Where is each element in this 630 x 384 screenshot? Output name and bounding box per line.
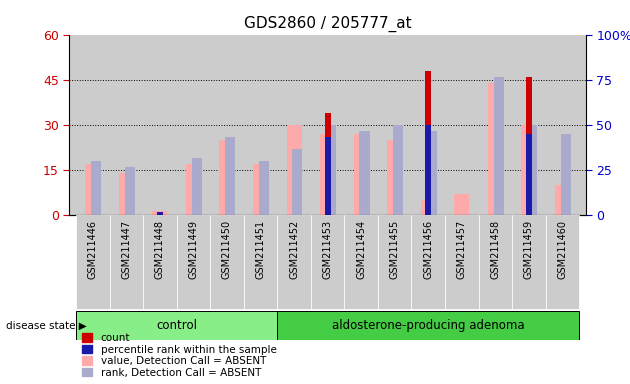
Bar bbox=[425, 71, 432, 215]
FancyBboxPatch shape bbox=[479, 215, 512, 309]
Text: GSM211446: GSM211446 bbox=[88, 220, 98, 279]
Bar bbox=[157, 212, 163, 215]
FancyBboxPatch shape bbox=[76, 311, 277, 340]
Text: GSM211447: GSM211447 bbox=[122, 220, 131, 279]
Bar bbox=[324, 137, 331, 215]
Title: GDS2860 / 205777_at: GDS2860 / 205777_at bbox=[244, 16, 411, 32]
FancyBboxPatch shape bbox=[210, 215, 244, 309]
Text: GSM211457: GSM211457 bbox=[457, 220, 467, 279]
Bar bbox=[454, 194, 469, 215]
Bar bbox=[219, 140, 234, 215]
Bar bbox=[259, 161, 269, 215]
FancyBboxPatch shape bbox=[277, 311, 579, 340]
Bar bbox=[119, 173, 134, 215]
Bar bbox=[555, 185, 570, 215]
Bar bbox=[522, 125, 536, 215]
Text: GSM211453: GSM211453 bbox=[323, 220, 333, 279]
Bar bbox=[526, 77, 532, 215]
Bar bbox=[320, 134, 335, 215]
Bar bbox=[488, 83, 503, 215]
Bar bbox=[125, 167, 135, 215]
Text: GSM211450: GSM211450 bbox=[222, 220, 232, 279]
Bar bbox=[360, 131, 370, 215]
Text: GSM211459: GSM211459 bbox=[524, 220, 534, 279]
Bar bbox=[425, 125, 432, 215]
FancyBboxPatch shape bbox=[345, 215, 378, 309]
Text: disease state ▶: disease state ▶ bbox=[6, 320, 87, 331]
Bar bbox=[427, 131, 437, 215]
Text: GSM211460: GSM211460 bbox=[558, 220, 568, 279]
Text: GSM211454: GSM211454 bbox=[356, 220, 366, 279]
Text: GSM211448: GSM211448 bbox=[155, 220, 165, 279]
Bar bbox=[226, 137, 236, 215]
Text: control: control bbox=[156, 319, 197, 332]
Text: GSM211452: GSM211452 bbox=[289, 220, 299, 279]
Bar bbox=[253, 164, 268, 215]
Bar bbox=[186, 164, 201, 215]
FancyBboxPatch shape bbox=[110, 215, 143, 309]
Bar bbox=[324, 113, 331, 215]
Bar bbox=[326, 125, 336, 215]
Bar bbox=[287, 125, 302, 215]
FancyBboxPatch shape bbox=[378, 215, 411, 309]
Text: GSM211451: GSM211451 bbox=[256, 220, 265, 279]
Text: GSM211458: GSM211458 bbox=[490, 220, 500, 279]
Bar bbox=[192, 158, 202, 215]
Bar bbox=[152, 210, 168, 215]
FancyBboxPatch shape bbox=[512, 215, 546, 309]
Bar bbox=[526, 134, 532, 215]
Bar bbox=[85, 164, 100, 215]
FancyBboxPatch shape bbox=[244, 215, 277, 309]
Bar bbox=[91, 161, 101, 215]
FancyBboxPatch shape bbox=[143, 215, 176, 309]
FancyBboxPatch shape bbox=[445, 215, 479, 309]
Bar bbox=[353, 134, 369, 215]
FancyBboxPatch shape bbox=[546, 215, 579, 309]
Bar bbox=[421, 200, 436, 215]
Text: aldosterone-producing adenoma: aldosterone-producing adenoma bbox=[332, 319, 525, 332]
Bar bbox=[157, 212, 163, 215]
Text: GSM211455: GSM211455 bbox=[390, 220, 399, 279]
Bar bbox=[527, 125, 537, 215]
Bar bbox=[292, 149, 302, 215]
Bar bbox=[494, 77, 504, 215]
Legend: count, percentile rank within the sample, value, Detection Call = ABSENT, rank, : count, percentile rank within the sample… bbox=[81, 332, 278, 379]
Bar bbox=[561, 134, 571, 215]
FancyBboxPatch shape bbox=[76, 215, 110, 309]
Bar bbox=[393, 125, 403, 215]
FancyBboxPatch shape bbox=[277, 215, 311, 309]
FancyBboxPatch shape bbox=[411, 215, 445, 309]
FancyBboxPatch shape bbox=[176, 215, 210, 309]
FancyBboxPatch shape bbox=[311, 215, 345, 309]
Text: GSM211449: GSM211449 bbox=[188, 220, 198, 279]
Text: GSM211456: GSM211456 bbox=[423, 220, 433, 279]
Bar bbox=[387, 140, 402, 215]
